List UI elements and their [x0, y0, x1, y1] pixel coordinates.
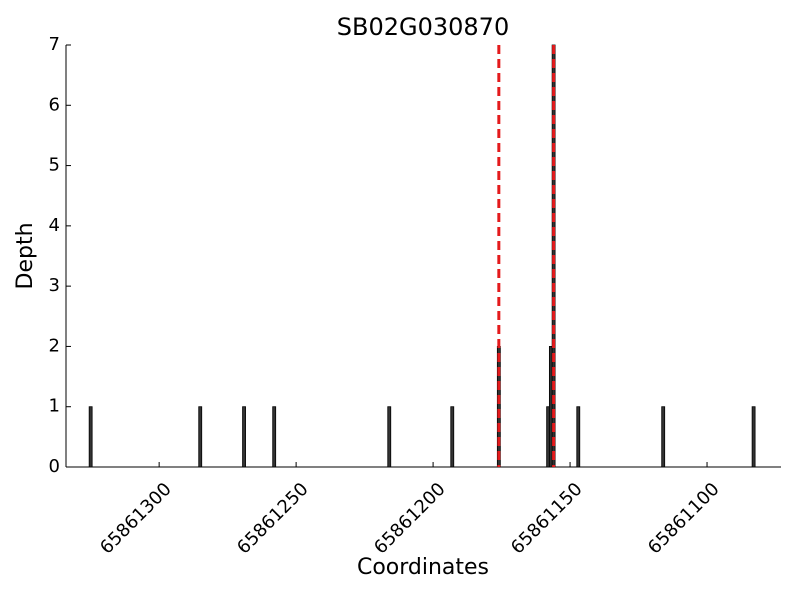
bar — [198, 406, 203, 468]
bar — [242, 406, 246, 468]
x-tick-label: 65861300 — [96, 479, 176, 559]
y-tick-label: 2 — [49, 335, 60, 356]
bar — [751, 406, 756, 468]
y-tick-label: 4 — [49, 215, 60, 236]
chart-title: SB02G030870 — [337, 13, 509, 41]
bar — [450, 406, 455, 468]
y-tick-label: 1 — [49, 396, 60, 417]
x-tick-label: 65861200 — [370, 479, 450, 559]
bar — [576, 406, 581, 468]
bar — [272, 406, 277, 468]
x-tick-label: 65861100 — [644, 479, 724, 559]
y-tick-label: 6 — [49, 94, 60, 115]
x-tick-label: 65861250 — [233, 479, 313, 559]
bar — [88, 406, 93, 468]
bar — [496, 346, 501, 468]
y-tick-label: 3 — [49, 275, 60, 296]
x-axis-label: Coordinates — [357, 555, 489, 580]
y-axis-label: Depth — [13, 222, 38, 289]
y-tick-label: 7 — [49, 34, 60, 55]
y-tick-label: 0 — [49, 456, 60, 477]
x-tick-label: 65861150 — [507, 479, 587, 559]
bar — [661, 406, 666, 468]
bar — [387, 406, 392, 468]
y-tick-label: 5 — [49, 155, 60, 176]
